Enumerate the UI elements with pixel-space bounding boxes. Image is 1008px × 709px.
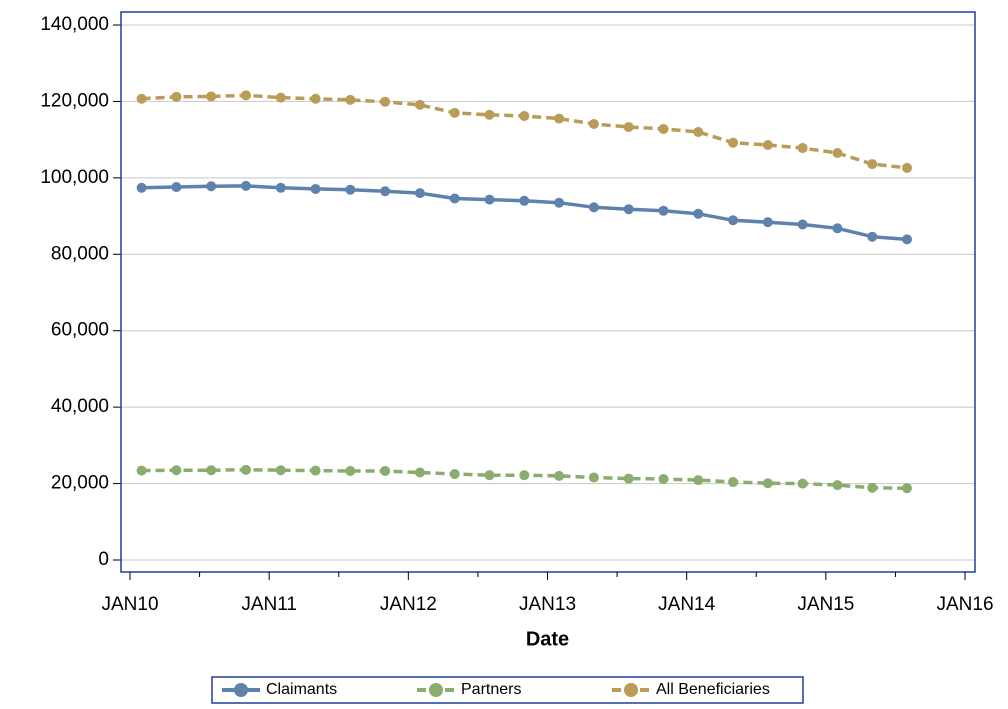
data-point [519,195,530,206]
data-point [414,99,425,110]
data-point [902,234,913,245]
data-point [240,90,251,101]
data-point [832,223,843,234]
data-point [206,465,217,476]
data-point [902,162,913,173]
legend-label: Claimants [266,681,337,698]
data-point [693,475,704,486]
data-point [588,472,599,483]
data-point [658,473,669,484]
legend-marker [234,683,248,697]
data-point [380,465,391,476]
data-point [275,92,286,103]
data-point [623,204,634,215]
data-point [310,465,321,476]
data-point [588,202,599,213]
legend-label: Partners [461,681,521,698]
data-point [867,482,878,493]
data-point [414,467,425,478]
data-point [762,478,773,489]
data-point [832,148,843,159]
data-point [832,480,843,491]
legend: Claimants Partners All Beneficiaries [211,676,804,704]
y-tick-label: 60,000 [51,320,109,341]
x-tick-label: JAN15 [797,594,854,615]
data-point [728,137,739,148]
data-point [693,208,704,219]
y-tick-label: 120,000 [40,90,109,111]
data-point [136,182,147,193]
x-tick-label: JAN11 [241,594,297,615]
data-point [345,94,356,105]
data-point [797,478,808,489]
data-point [867,159,878,170]
data-point [623,473,634,484]
y-tick-label: 20,000 [51,473,109,494]
x-tick-label: JAN13 [519,594,576,615]
data-point [867,231,878,242]
legend-frame [211,676,804,704]
data-point [275,182,286,193]
data-point [902,483,913,494]
legend-marker [429,683,443,697]
data-point [240,180,251,191]
data-point [658,123,669,134]
data-point [414,188,425,199]
data-point [588,118,599,129]
legend-marker [624,683,638,697]
data-point [171,465,182,476]
data-point [484,470,495,481]
x-tick-label: JAN10 [101,594,158,615]
data-point [554,197,565,208]
y-tick-label: 40,000 [51,396,109,417]
data-point [554,113,565,124]
data-point [554,470,565,481]
data-point [519,470,530,481]
data-point [310,183,321,194]
y-tick-label: 0 [98,549,109,570]
data-point [206,91,217,102]
data-point [136,465,147,476]
series-line [141,93,908,170]
data-point [206,181,217,192]
y-tick-label: 80,000 [51,243,109,264]
y-tick-label: 140,000 [40,14,109,35]
data-point [345,465,356,476]
data-point [797,219,808,230]
data-point [310,93,321,104]
data-point [762,139,773,150]
data-point [762,217,773,228]
data-point [380,96,391,107]
data-point [240,464,251,475]
x-tick-label: JAN14 [658,594,715,615]
data-point [171,91,182,102]
data-point [484,194,495,205]
data-point [623,122,634,133]
data-point [380,186,391,197]
data-point [449,193,460,204]
data-point [728,215,739,226]
data-point [449,107,460,118]
x-tick-label: JAN16 [936,594,993,615]
y-tick-label: 100,000 [40,167,109,188]
series-line [141,184,908,242]
data-point [519,110,530,121]
data-point [797,143,808,154]
data-point [345,184,356,195]
data-point [171,182,182,193]
data-point [693,127,704,137]
x-axis-label: Date [526,628,569,650]
legend-label: All Beneficiaries [656,681,770,698]
x-tick-label: JAN12 [380,594,437,615]
data-point [449,469,460,480]
data-point [658,205,669,216]
data-point [484,109,495,120]
data-point [728,477,739,488]
data-point [136,93,147,104]
data-point [275,465,286,476]
